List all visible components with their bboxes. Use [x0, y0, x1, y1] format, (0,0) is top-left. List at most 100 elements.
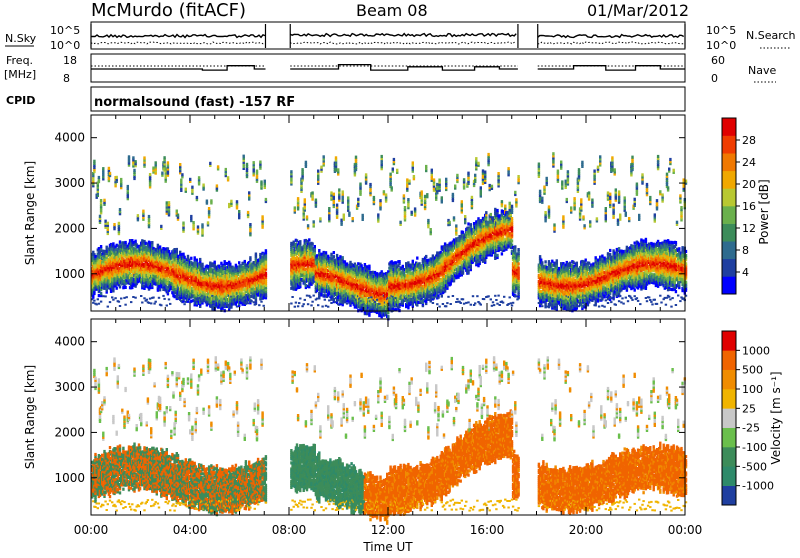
echo-cell	[104, 220, 106, 223]
echo-cell	[201, 263, 203, 266]
echo-cell	[290, 170, 292, 173]
echo-cell	[346, 262, 348, 265]
echo-cell	[146, 299, 148, 301]
echo-cell	[323, 155, 325, 158]
echo-cell	[238, 210, 240, 213]
echo-cell	[221, 307, 223, 310]
echo-cell	[299, 298, 301, 300]
nsearch-line	[91, 42, 265, 44]
nave-label: Nave	[748, 64, 776, 77]
echo-cell	[124, 286, 126, 289]
echo-cell	[192, 221, 194, 224]
echo-cell	[98, 176, 100, 179]
echo-cell	[100, 199, 102, 202]
echo-cell	[191, 186, 193, 189]
echo-cell	[258, 304, 260, 306]
freq-label: Freq.	[6, 54, 33, 67]
echo-cell	[330, 302, 332, 304]
echo-cell	[158, 297, 160, 299]
echo-cell	[225, 296, 227, 299]
echo-cell	[344, 301, 346, 303]
echo-cell	[149, 298, 151, 300]
echo-cell	[168, 298, 170, 300]
freq-line	[290, 65, 518, 71]
echo-cell	[249, 256, 251, 259]
echo-cell	[311, 242, 313, 245]
echo-cell	[255, 253, 257, 256]
echo-cell	[263, 305, 265, 307]
echo-cell	[97, 298, 99, 300]
freq-unit-label: [MHz]	[4, 68, 36, 81]
echo-cell	[182, 253, 184, 256]
echo-cell	[179, 163, 181, 166]
echo-cell	[196, 196, 198, 199]
echo-cell	[160, 304, 162, 306]
echo-cell	[176, 248, 178, 251]
echo-cell	[214, 261, 216, 264]
echo-cell	[307, 224, 309, 227]
echo-cell	[167, 161, 169, 164]
echo-cell	[134, 240, 136, 243]
echo-cell	[327, 306, 329, 308]
echo-cell	[299, 240, 301, 243]
echo-cell	[133, 169, 135, 172]
echo-cell	[163, 298, 165, 300]
nsky-tick-bottom: 10^0	[50, 39, 80, 52]
echo-cell	[368, 265, 370, 268]
echo-cell	[291, 296, 293, 298]
echo-cell	[166, 201, 168, 204]
echo-cell	[335, 156, 337, 159]
echo-cell	[365, 173, 367, 176]
echo-cell	[330, 253, 332, 256]
echo-cell	[311, 301, 313, 303]
echo-cell	[190, 257, 192, 260]
echo-cell	[166, 305, 168, 307]
echo-cell	[230, 200, 232, 203]
echo-cell	[260, 180, 262, 183]
echo-cell	[321, 306, 323, 308]
echo-cell	[93, 160, 95, 163]
echo-cell	[216, 184, 218, 187]
echo-cell	[148, 215, 150, 218]
echo-cell	[182, 222, 184, 225]
station-title: McMurdo (fitACF)	[91, 0, 246, 21]
echo-cell	[308, 238, 310, 241]
echo-cell	[109, 172, 111, 175]
echo-cell	[120, 298, 122, 300]
echo-cell	[126, 296, 128, 298]
echo-cell	[132, 296, 134, 298]
echo-cell	[169, 303, 171, 305]
nsky-tick-top: 10^5	[50, 24, 80, 37]
echo-cell	[377, 213, 379, 216]
echo-cell	[162, 295, 164, 297]
echo-cell	[116, 176, 118, 179]
echo-cell	[305, 161, 307, 164]
echo-cell	[226, 262, 228, 265]
echo-cell	[208, 207, 210, 210]
echo-cell	[225, 168, 227, 171]
echo-cell	[114, 297, 116, 299]
echo-cell	[359, 183, 361, 186]
echo-cell	[113, 223, 115, 226]
echo-cell	[256, 170, 258, 173]
echo-cell	[328, 207, 330, 210]
echo-cell	[265, 249, 267, 252]
echo-cell	[165, 167, 167, 170]
nsky-line	[290, 34, 516, 37]
echo-cell	[336, 254, 338, 257]
echo-cell	[255, 303, 257, 305]
echo-cell	[140, 295, 142, 297]
cpid-program: normalsound (fast) -157 RF	[94, 95, 295, 110]
echo-cell	[211, 262, 213, 265]
echo-cell	[100, 292, 102, 295]
echo-cell	[346, 303, 348, 305]
echo-cell	[190, 215, 192, 218]
freq-tick-bottom: 8	[63, 72, 70, 85]
echo-cell	[306, 215, 308, 218]
nsearch-line	[538, 42, 684, 44]
echo-cell	[118, 222, 120, 225]
echo-cell	[196, 259, 198, 262]
echo-cell	[143, 156, 145, 159]
echo-cell	[168, 201, 170, 204]
